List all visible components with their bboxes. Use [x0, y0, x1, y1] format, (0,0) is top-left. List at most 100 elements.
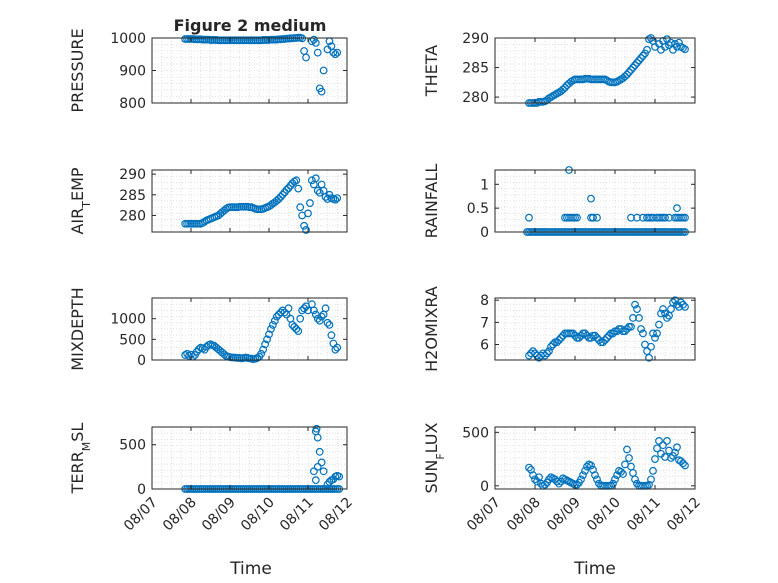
data-point [317, 312, 326, 321]
data-point [545, 347, 553, 356]
data-point [569, 329, 577, 338]
data-point [313, 314, 322, 323]
data-point [311, 38, 320, 47]
data-point [194, 345, 203, 354]
data-point [327, 331, 336, 340]
data-point [599, 338, 607, 347]
y-tick-label: 280 [119, 208, 146, 224]
data-point [304, 209, 312, 218]
data-point [681, 302, 689, 311]
y-tick-label: 900 [119, 64, 146, 80]
data-point [667, 38, 675, 47]
y-tick-label: 800 [119, 96, 146, 112]
data-point [525, 213, 533, 222]
y-tick-label: 8 [480, 293, 489, 309]
data-point [198, 219, 207, 227]
data-point [605, 331, 613, 340]
data-point [527, 465, 535, 474]
data-point [681, 45, 689, 54]
data-point [553, 477, 561, 486]
y-label-part: AIR [68, 208, 87, 235]
data-point [581, 329, 589, 338]
data-point [557, 333, 565, 342]
data-point [645, 353, 653, 362]
data-point [671, 448, 679, 457]
data-point [637, 325, 645, 333]
subplot-4: 0 0.5 1 RAINFALL [422, 164, 696, 241]
data-point [333, 343, 342, 352]
data-point [272, 312, 281, 321]
data-point [323, 318, 332, 327]
data-point [659, 305, 667, 313]
data-point [529, 347, 537, 356]
data-point [675, 38, 683, 47]
y-tick-label: 290 [119, 167, 146, 183]
y-tick-label: 1000 [110, 31, 146, 47]
axes-box [494, 37, 696, 104]
data-point [589, 465, 597, 474]
data-point [331, 345, 340, 354]
data-point [292, 325, 301, 333]
data-point [669, 298, 677, 307]
y-label-part: LUX [422, 422, 441, 453]
data-point [541, 351, 549, 360]
data-point [681, 461, 689, 470]
data-point [677, 298, 685, 307]
y-axis-label: THETA [422, 45, 441, 97]
y-tick-label: 1 [480, 177, 489, 193]
subplot-2: 280 285 290 THETA [422, 31, 696, 107]
data-point [633, 305, 641, 313]
data-point [276, 192, 285, 201]
data-point [292, 176, 301, 185]
data-point [625, 454, 633, 462]
data-point [663, 314, 671, 322]
data-point [525, 463, 533, 472]
data-point [269, 320, 277, 329]
y-tick-label: 6 [480, 338, 489, 354]
data-point [661, 42, 669, 51]
data-point [561, 83, 569, 92]
subplot-3: 280 285 290 AIRTEMP [68, 167, 348, 235]
data-point [649, 329, 657, 338]
xlabel-left: Time [229, 559, 272, 579]
data-point [302, 53, 310, 62]
data-point [621, 327, 629, 336]
data-point [679, 300, 687, 309]
data-point [321, 304, 330, 313]
data-point [581, 466, 589, 475]
data-point [619, 470, 627, 478]
axes-box [151, 297, 348, 361]
data-point [533, 477, 541, 486]
data-point [611, 475, 619, 484]
data-point [609, 329, 617, 338]
axes-box [494, 297, 696, 361]
data-point [313, 48, 322, 57]
data-point [577, 475, 585, 484]
data-point [311, 174, 320, 183]
y-tick-label: 280 [462, 90, 489, 106]
data-point [655, 436, 663, 445]
y-tick-label: 290 [462, 31, 489, 47]
data-point [259, 345, 268, 354]
data-point [274, 195, 283, 203]
axes-box [151, 426, 348, 490]
axes-box [151, 169, 348, 233]
data-point [323, 195, 332, 203]
data-point [681, 213, 689, 222]
y-tick-label: 1000 [110, 312, 146, 328]
y-label-subscript: F [434, 453, 447, 459]
data-point [253, 354, 262, 362]
data-point [579, 471, 587, 480]
data-point [643, 45, 651, 54]
data-point [677, 457, 685, 466]
y-label-part: TERR [68, 451, 87, 494]
data-point [331, 50, 340, 59]
y-axis-label: SUNFLUX [422, 422, 447, 493]
data-point [591, 471, 599, 480]
data-point [284, 304, 293, 313]
data-point [623, 445, 631, 454]
data-point [647, 475, 655, 484]
subplot-1: 800 900 1000 PRESSURE [68, 28, 348, 113]
data-point [583, 462, 591, 471]
data-point [673, 204, 681, 213]
